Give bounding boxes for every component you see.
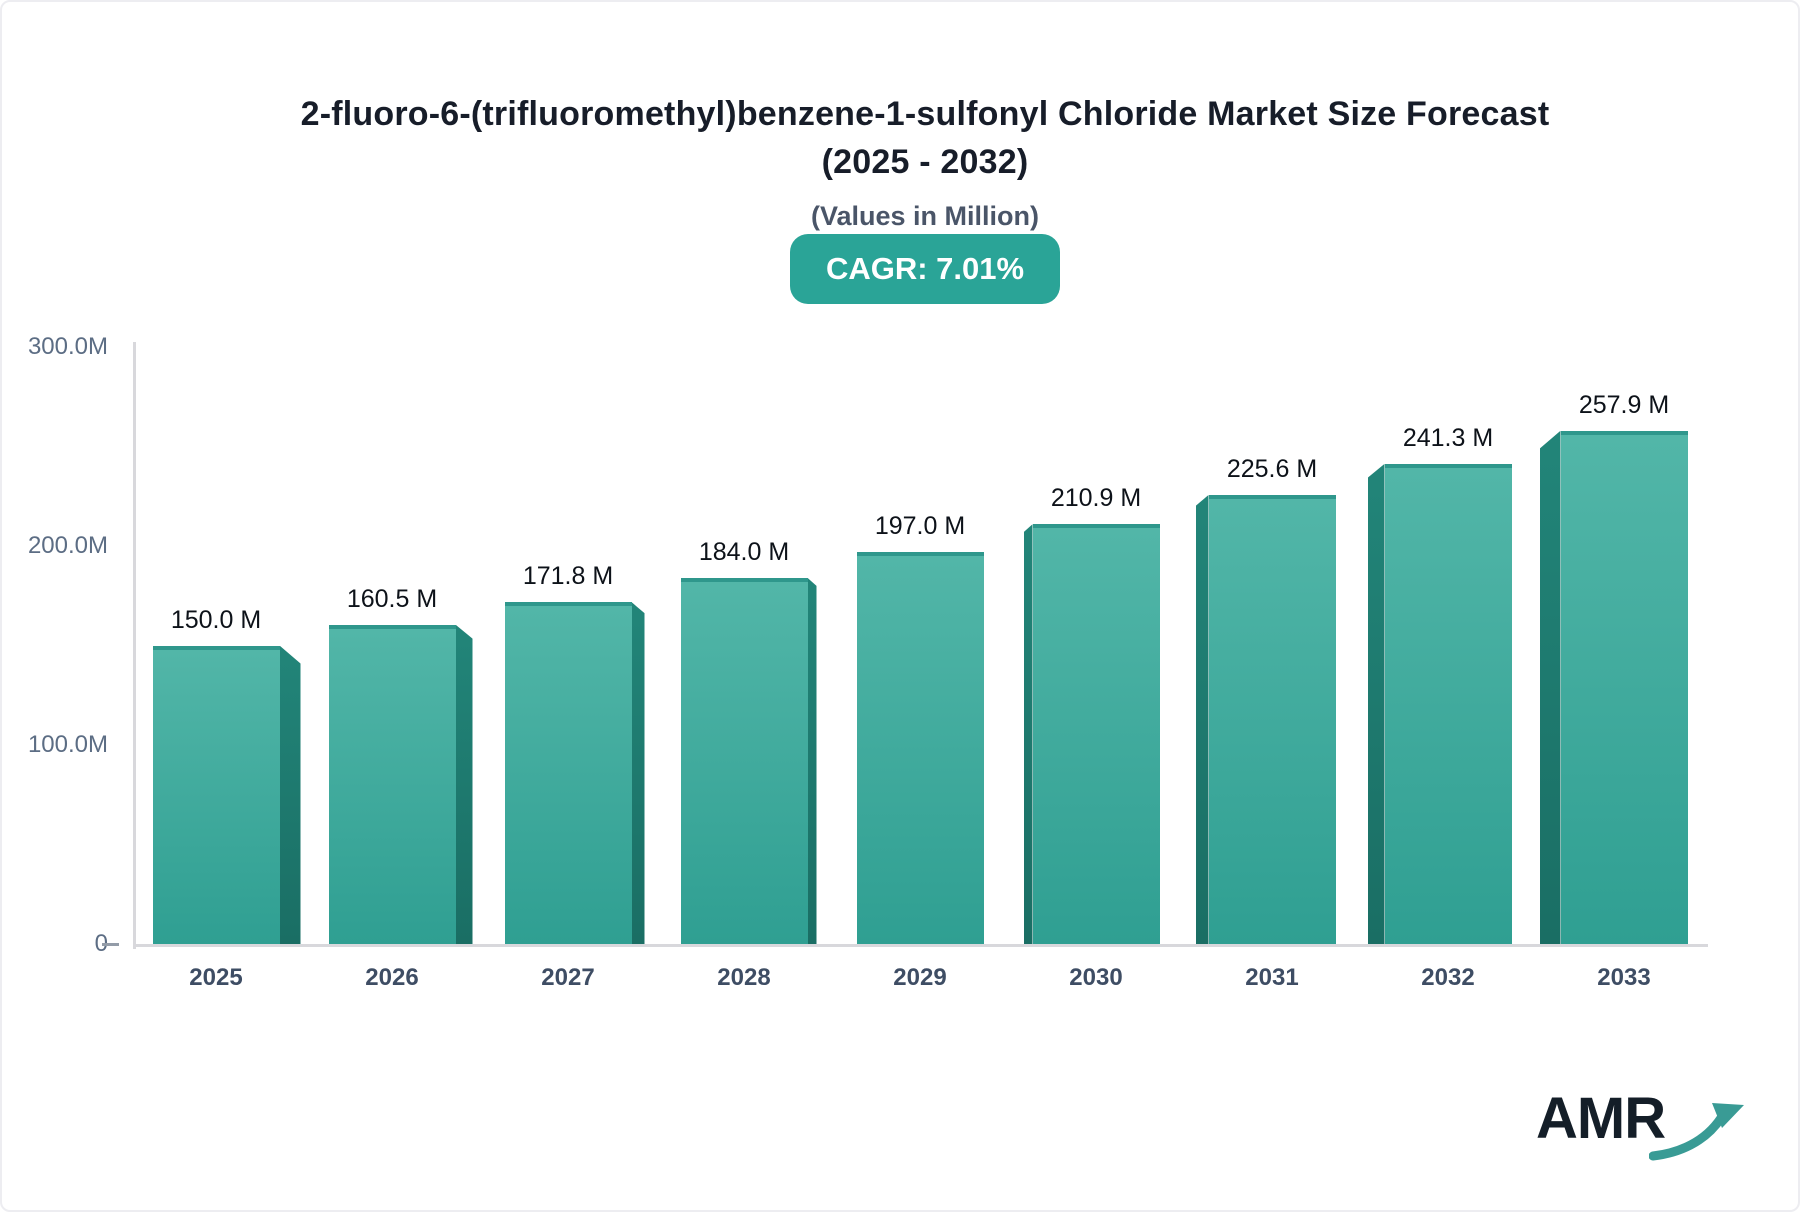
bar: [1208, 495, 1336, 944]
y-axis-line: [133, 342, 136, 949]
bar-side-face: [807, 577, 817, 944]
bar-value-label: 171.8 M: [522, 562, 614, 591]
amr-logo-text: AMR: [1536, 1086, 1666, 1151]
y-axis-tick-label: 200.0M: [27, 532, 108, 559]
bar-value-label: 197.0 M: [874, 511, 966, 540]
bar: [504, 602, 632, 944]
page-title-line1: 2-fluoro-6-(trifluoromethyl)benzene-1-su…: [300, 95, 1550, 133]
bar: [856, 551, 984, 944]
bar-side-face: [1367, 463, 1385, 944]
page-subtitle: (Values in Million): [810, 201, 1040, 231]
bar-value-label: 225.6 M: [1226, 455, 1318, 484]
y-axis-tick-label: 100.0M: [27, 731, 108, 758]
bar-side-face: [1539, 430, 1561, 944]
bar-side-face: [279, 645, 301, 944]
y-axis-tick-label: 300.0M: [27, 333, 108, 360]
x-axis-tick-label: 2033: [1597, 964, 1651, 991]
bar: [152, 645, 280, 944]
bar: [1560, 430, 1688, 944]
y-axis-tick-label: 0: [2, 930, 108, 958]
x-axis-tick-label: 2030: [1069, 964, 1123, 991]
bar-value-label: 184.0 M: [698, 537, 790, 566]
bar-side-face: [455, 624, 473, 944]
x-axis-tick-label: 2027: [541, 964, 595, 991]
bar-value-label: 150.0 M: [170, 605, 262, 634]
bar-side-face: [631, 602, 645, 944]
x-axis-tick-label: 2031: [1245, 964, 1299, 991]
x-axis-line: [133, 944, 1708, 947]
bar-value-label: 160.5 M: [346, 584, 438, 613]
bar-value-label: 257.9 M: [1578, 390, 1670, 419]
bar: [1384, 463, 1512, 944]
trend-up-arrow-icon: [1649, 1103, 1745, 1161]
bar: [1032, 524, 1160, 944]
page-title-line2: (2025 - 2032): [821, 143, 1029, 181]
chart-header: 2-fluoro-6-(trifluoromethyl)benzene-1-su…: [54, 90, 1796, 304]
bar-side-face: [1023, 524, 1033, 944]
x-axis-tick-label: 2032: [1421, 964, 1475, 991]
x-axis-tick-label: 2028: [717, 964, 771, 991]
bar-value-label: 241.3 M: [1402, 423, 1494, 452]
x-axis-tick-label: 2025: [189, 964, 243, 991]
cagr-badge: CAGR: 7.01%: [789, 234, 1061, 304]
x-axis-tick-label: 2029: [893, 964, 947, 991]
bar-value-label: 210.9 M: [1050, 484, 1142, 513]
x-axis-tick-label: 2026: [365, 964, 419, 991]
bar: [328, 624, 456, 944]
amr-logo: AMR: [1536, 1088, 1749, 1162]
bar-side-face: [1195, 495, 1209, 944]
zero-tick-mark: [102, 943, 119, 946]
page-title: 2-fluoro-6-(trifluoromethyl)benzene-1-su…: [54, 90, 1796, 186]
bar: [680, 577, 808, 944]
